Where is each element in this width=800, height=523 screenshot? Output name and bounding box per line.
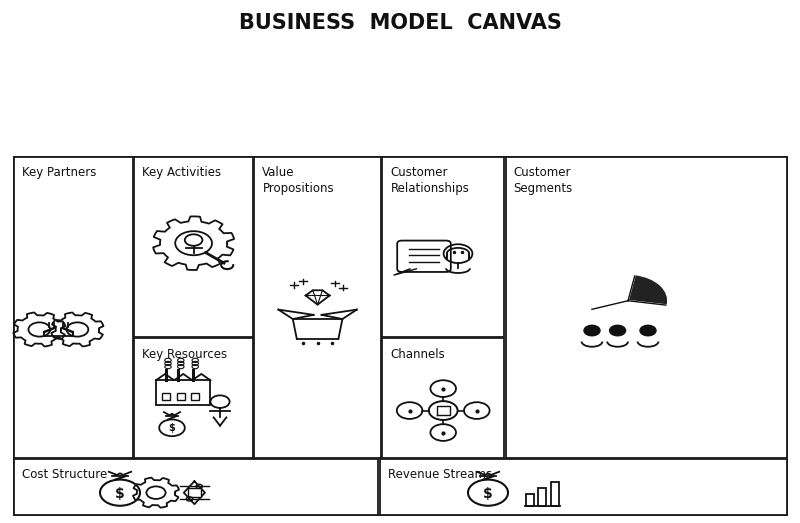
Bar <box>551 482 559 506</box>
Bar <box>14 157 787 515</box>
Bar <box>14 459 378 515</box>
Text: $: $ <box>483 487 493 501</box>
Bar <box>188 488 201 497</box>
Wedge shape <box>590 276 634 309</box>
Bar <box>134 338 253 458</box>
Bar <box>506 157 787 458</box>
Bar <box>191 393 199 400</box>
Text: Value
Propositions: Value Propositions <box>262 166 334 195</box>
Bar <box>156 380 210 405</box>
Text: Key Resources: Key Resources <box>142 348 227 361</box>
Bar <box>134 157 253 337</box>
Text: Channels: Channels <box>390 348 445 361</box>
Bar <box>526 494 534 506</box>
Bar <box>380 459 787 515</box>
Bar <box>177 393 185 400</box>
Text: $: $ <box>115 487 125 501</box>
Text: Key Activities: Key Activities <box>142 166 222 179</box>
Bar <box>254 157 381 458</box>
Text: BUSINESS  MODEL  CANVAS: BUSINESS MODEL CANVAS <box>238 13 562 33</box>
Wedge shape <box>592 301 666 326</box>
Text: Revenue Streams: Revenue Streams <box>388 468 492 481</box>
Bar <box>382 338 504 458</box>
Wedge shape <box>628 276 666 305</box>
Circle shape <box>640 325 656 336</box>
Text: $: $ <box>169 423 175 434</box>
Text: Customer
Relationships: Customer Relationships <box>390 166 470 195</box>
Bar <box>538 488 546 506</box>
Circle shape <box>584 325 600 336</box>
Text: Customer
Segments: Customer Segments <box>514 166 573 195</box>
Bar <box>14 157 133 458</box>
Circle shape <box>610 325 626 336</box>
Bar <box>382 157 504 337</box>
Text: Key Partners: Key Partners <box>22 166 97 179</box>
Bar <box>162 393 170 400</box>
Text: Cost Structure: Cost Structure <box>22 468 108 481</box>
FancyBboxPatch shape <box>398 241 451 272</box>
